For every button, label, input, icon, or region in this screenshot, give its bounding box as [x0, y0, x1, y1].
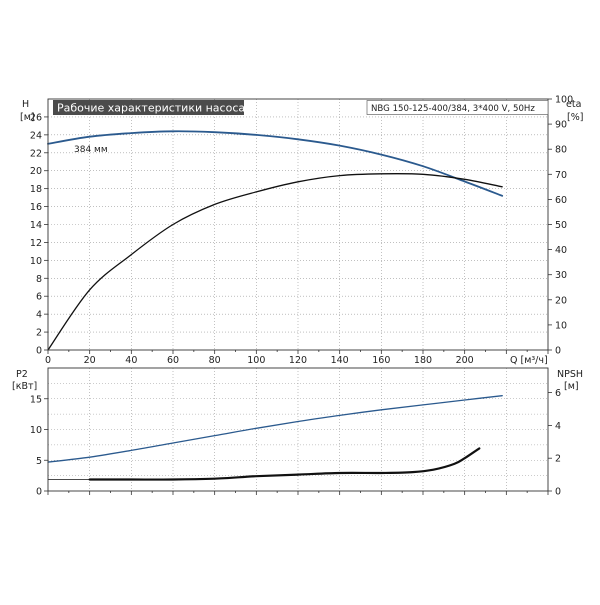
power-axis-label: P2	[16, 369, 28, 380]
series-layer	[47, 130, 504, 481]
left-tick-label: 10	[30, 256, 42, 267]
left-tick-label: 14	[30, 220, 42, 231]
x-tick-label: 160	[372, 355, 390, 366]
head-axis-label: H	[22, 99, 29, 110]
left-tick-label: 24	[30, 130, 42, 141]
left-tick-label: 15	[30, 394, 42, 405]
right-tick-label: 6	[555, 388, 561, 399]
tick-layer: 0 20 40 60 80 100 120 140 160 180 2000246810121416…	[30, 95, 573, 498]
grid-layer	[48, 99, 548, 491]
x-tick-label: 20	[84, 355, 96, 366]
x-tick-label: 200	[456, 355, 474, 366]
head-axis-unit: [м]	[20, 112, 35, 123]
x-tick-label: 80	[209, 355, 221, 366]
x-tick-label: 100	[247, 355, 265, 366]
left-tick-label: 4	[36, 310, 42, 321]
x-tick-label: 0	[45, 355, 51, 366]
series-line-efficiency	[47, 172, 503, 351]
left-tick-label: 22	[30, 148, 42, 159]
left-tick-label: 8	[36, 274, 42, 285]
right-tick-label: 90	[555, 120, 567, 131]
right-tick-label: 10	[555, 320, 567, 331]
left-tick-label: 2	[36, 328, 42, 339]
title-box	[53, 100, 244, 115]
npsh-axis-unit: [м]	[564, 381, 579, 392]
right-tick-label: 0	[555, 346, 561, 357]
chart-title: Рабочие характеристики насоса	[57, 102, 245, 115]
left-tick-label: 0	[36, 487, 42, 498]
right-tick-label: 80	[555, 145, 567, 156]
x-tick-label: 140	[331, 355, 349, 366]
impeller-annotation: 384 мм	[74, 145, 108, 155]
right-tick-label: 40	[555, 245, 567, 256]
right-tick-label: 4	[555, 421, 561, 432]
model-label: NBG 150-125-400/384, 3*400 V, 50Hz	[371, 104, 535, 114]
eta-axis-unit: [%]	[567, 112, 583, 123]
x-tick-label: 120	[289, 355, 307, 366]
left-tick-label: 5	[36, 456, 42, 467]
left-tick-label: 20	[30, 166, 42, 177]
left-tick-label: 6	[36, 292, 42, 303]
left-tick-label: 10	[30, 425, 42, 436]
right-tick-label: 70	[555, 170, 567, 181]
x-tick-label: 180	[414, 355, 432, 366]
right-tick-label: 0	[555, 487, 561, 498]
right-tick-label: 30	[555, 270, 567, 281]
right-tick-label: 2	[555, 454, 561, 465]
series-line-power	[47, 395, 503, 463]
model-box	[366, 100, 549, 115]
series-line-npsh	[88, 447, 481, 481]
right-tick-label: 60	[555, 195, 567, 206]
left-tick-label: 12	[30, 238, 42, 249]
flow-axis-label: Q [м³/ч]	[510, 355, 548, 366]
power-axis-unit: [кВт]	[12, 381, 37, 392]
right-tick-label: 50	[555, 220, 567, 231]
left-tick-label: 26	[30, 112, 42, 123]
left-tick-label: 18	[30, 184, 42, 195]
right-tick-label: 20	[555, 295, 567, 306]
npsh-axis-label: NPSH	[557, 369, 583, 380]
eta-axis-label: eta	[566, 99, 581, 110]
right-tick-label: 100	[555, 95, 573, 106]
series-line-head	[47, 130, 504, 197]
x-tick-label: 40	[125, 355, 137, 366]
left-tick-label: 16	[30, 202, 42, 213]
x-tick-label: 60	[167, 355, 179, 366]
left-tick-label: 0	[36, 346, 42, 357]
